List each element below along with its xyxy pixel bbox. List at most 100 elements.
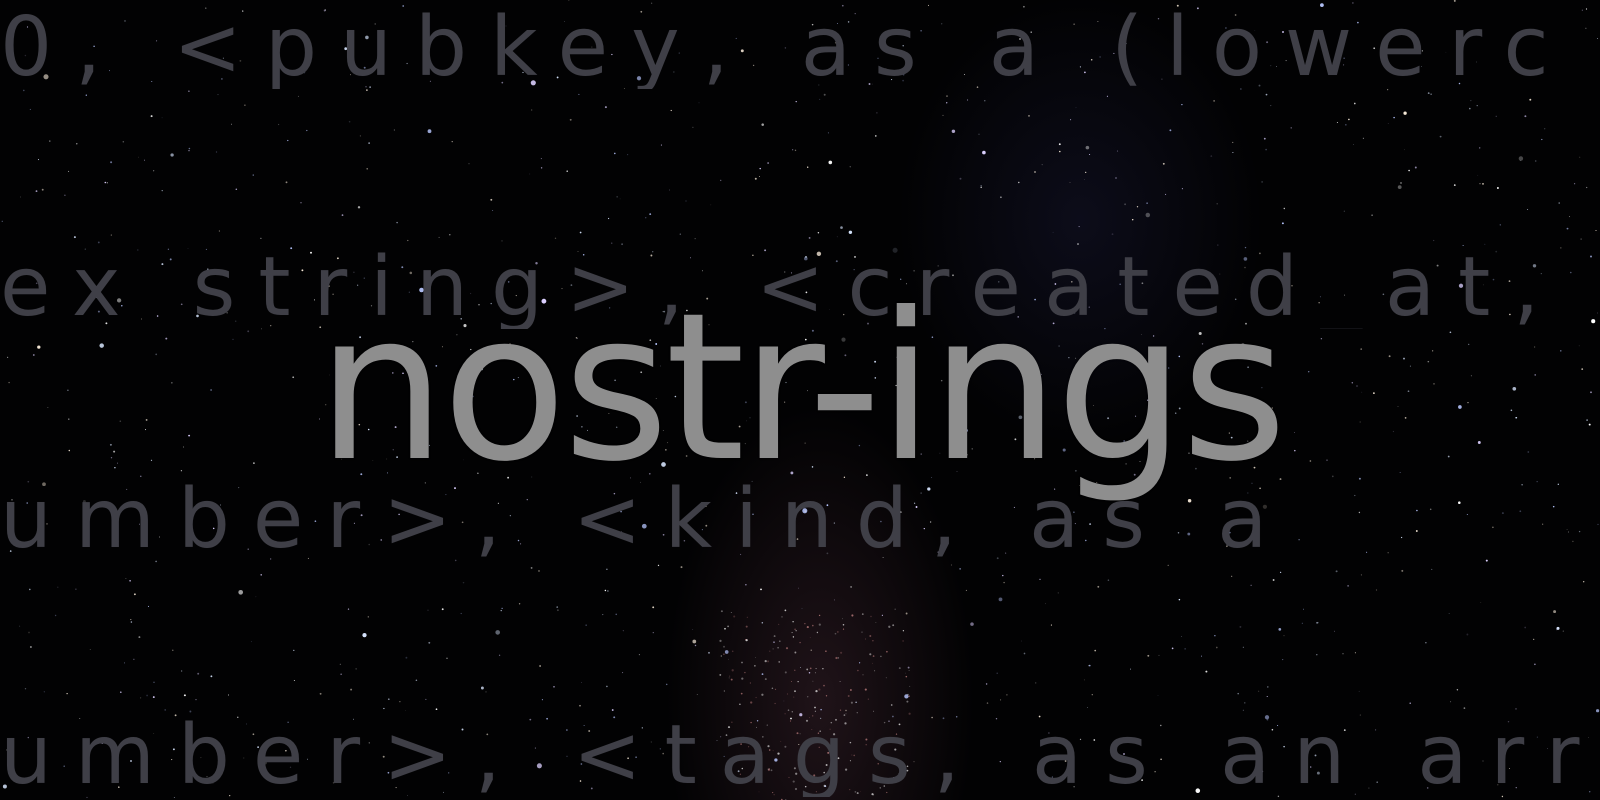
star xyxy=(578,93,580,95)
star xyxy=(980,185,982,187)
star xyxy=(387,698,390,701)
star xyxy=(28,631,30,634)
star xyxy=(1119,283,1121,285)
star xyxy=(952,274,954,277)
star xyxy=(679,233,681,235)
star xyxy=(1351,382,1354,384)
star xyxy=(720,736,722,738)
nebula-star xyxy=(879,787,881,789)
star xyxy=(529,173,531,175)
star xyxy=(161,117,163,119)
star xyxy=(1318,302,1320,304)
star xyxy=(383,707,385,710)
star xyxy=(1261,387,1263,389)
star xyxy=(1124,203,1126,206)
star xyxy=(874,360,877,363)
star xyxy=(293,679,295,682)
star xyxy=(1105,349,1107,352)
star xyxy=(1005,552,1007,554)
star xyxy=(171,759,173,761)
star xyxy=(694,238,696,240)
star xyxy=(344,393,349,398)
star xyxy=(1358,477,1361,480)
star xyxy=(891,79,893,81)
star xyxy=(110,234,112,236)
star xyxy=(355,668,357,670)
star xyxy=(1409,702,1411,705)
star xyxy=(139,523,141,525)
nebula-star xyxy=(849,689,852,691)
star xyxy=(140,475,142,477)
star xyxy=(760,362,762,364)
star xyxy=(623,88,625,89)
star xyxy=(1243,257,1248,261)
star xyxy=(749,417,751,419)
star xyxy=(1375,589,1378,591)
star xyxy=(339,663,341,665)
star xyxy=(892,715,894,718)
star xyxy=(845,709,847,712)
star xyxy=(468,163,470,165)
star xyxy=(1073,786,1075,788)
star xyxy=(1294,432,1295,434)
star xyxy=(206,776,208,777)
star xyxy=(1023,652,1026,655)
nebula-star xyxy=(731,757,734,760)
star xyxy=(649,213,652,215)
star xyxy=(1146,202,1148,204)
star xyxy=(1234,14,1237,16)
star xyxy=(1578,530,1581,533)
star xyxy=(1246,440,1249,442)
star xyxy=(790,471,794,475)
star xyxy=(196,314,199,318)
star xyxy=(242,10,244,12)
star xyxy=(1541,138,1543,141)
star xyxy=(799,713,803,717)
star xyxy=(486,733,489,736)
nebula-star xyxy=(885,677,887,679)
star xyxy=(1017,316,1019,318)
star xyxy=(674,727,677,729)
star xyxy=(97,241,100,244)
star xyxy=(1373,392,1375,394)
star xyxy=(89,649,91,650)
star xyxy=(1174,412,1177,414)
star xyxy=(1278,628,1282,631)
star xyxy=(180,470,183,472)
star xyxy=(662,311,664,313)
star xyxy=(956,445,959,448)
nebula-star xyxy=(720,610,723,613)
star xyxy=(500,609,502,612)
star xyxy=(451,141,453,143)
star xyxy=(833,599,835,601)
star xyxy=(172,649,174,651)
nebula-star xyxy=(768,768,771,770)
star xyxy=(181,670,183,672)
star xyxy=(145,418,148,421)
star xyxy=(1135,415,1137,417)
star xyxy=(150,459,153,461)
nebula-star xyxy=(875,622,877,623)
star xyxy=(1092,404,1094,406)
star xyxy=(253,462,255,464)
page-title: nostr-ings xyxy=(316,270,1288,507)
star xyxy=(710,204,712,206)
star xyxy=(942,114,944,116)
star xyxy=(1196,7,1199,10)
star xyxy=(1111,233,1114,236)
star xyxy=(591,46,593,48)
star xyxy=(613,492,616,495)
star xyxy=(313,299,316,301)
star xyxy=(1456,689,1459,691)
star xyxy=(1141,779,1143,781)
nebula-star xyxy=(793,696,795,698)
star xyxy=(1052,231,1054,233)
star xyxy=(694,644,697,647)
star xyxy=(340,673,342,675)
star xyxy=(1231,575,1233,577)
star xyxy=(1572,540,1574,543)
star xyxy=(807,390,808,392)
star xyxy=(515,295,517,297)
star xyxy=(1595,230,1597,231)
star xyxy=(1276,66,1277,68)
